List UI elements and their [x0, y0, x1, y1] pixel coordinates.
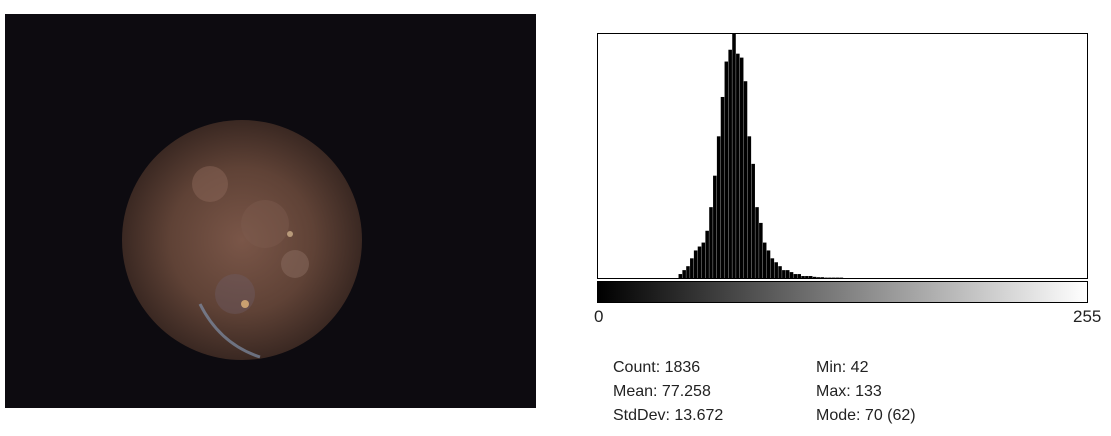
histogram-bar [785, 270, 790, 278]
histogram-bar [808, 276, 813, 278]
endoscope-image [5, 14, 536, 408]
stats-right-column: Min: 42 Max: 133 Mode: 70 (62) [816, 356, 916, 428]
histogram-bar [762, 242, 767, 278]
histogram-bar [766, 250, 771, 278]
histogram-bar [693, 250, 698, 278]
histogram-bar [770, 258, 775, 278]
histogram-bar [751, 163, 755, 278]
histogram-bar [678, 274, 683, 278]
axis-min-label: 0 [594, 307, 604, 326]
stat-stddev: StdDev: 13.672 [613, 407, 724, 424]
stat-count: Count: 1836 [613, 359, 701, 376]
histogram-bar [724, 61, 729, 278]
histogram-bar [736, 53, 740, 279]
histogram-bar [720, 96, 725, 278]
histogram-bar [801, 276, 805, 278]
histogram-bar [774, 262, 778, 278]
histogram-bar [709, 207, 713, 278]
histogram-bar [797, 274, 801, 278]
stat-mode: Mode: 70 (62) [816, 407, 916, 424]
grayscale-gradient-bar [597, 281, 1088, 303]
histogram-bar [778, 266, 782, 278]
histogram-bar [739, 57, 744, 278]
histogram-bar [705, 230, 709, 278]
histogram-bar [743, 81, 748, 278]
stat-mean: Mean: 77.258 [613, 383, 711, 400]
histogram-bar [701, 242, 706, 278]
histogram-bar [713, 175, 717, 278]
histogram-bar [690, 258, 694, 278]
histogram-bar [820, 277, 824, 278]
histogram-bar [812, 276, 817, 278]
stats-left-column: Count: 1836 Mean: 77.258 StdDev: 13.672 [613, 356, 723, 428]
histogram-bar [732, 34, 736, 278]
histogram-bar [805, 276, 809, 278]
histogram-bar [759, 222, 763, 278]
histogram-bars [678, 34, 844, 279]
histogram-plot [597, 33, 1088, 279]
histogram-bar [816, 277, 821, 278]
histogram-bar [682, 270, 686, 278]
histogram-bar [789, 272, 794, 278]
histogram-bar [782, 270, 786, 278]
histogram-bar [686, 266, 690, 278]
histogram-bar [728, 49, 732, 279]
stat-max: Max: 133 [816, 383, 882, 400]
axis-max-label: 255 [1073, 307, 1102, 326]
histogram-bar [697, 246, 702, 278]
histogram-bar [747, 136, 752, 278]
histogram-bar [755, 207, 759, 278]
histogram-bar [793, 274, 798, 278]
histogram-bar [716, 136, 721, 278]
stat-min: Min: 42 [816, 359, 869, 376]
